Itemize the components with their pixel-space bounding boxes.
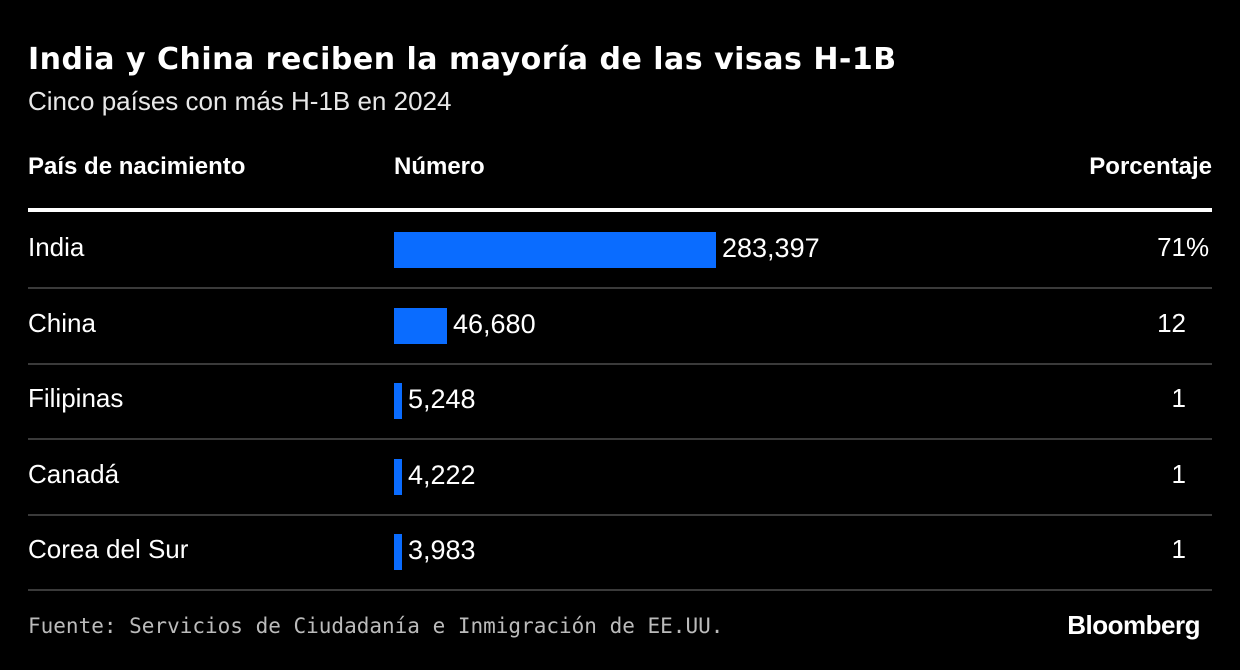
value-label: 4,222 xyxy=(408,459,476,490)
percent-suffix: % xyxy=(1186,232,1210,262)
chart-title: India y China reciben la mayoría de las … xyxy=(28,42,897,77)
bar xyxy=(394,383,402,419)
country-label: China xyxy=(28,307,96,338)
bar xyxy=(394,534,402,570)
table-row: Corea del Sur 3,983 1 xyxy=(28,514,1212,591)
percent-value: 1 xyxy=(1171,458,1186,489)
value-label: 5,248 xyxy=(408,384,476,414)
bar xyxy=(394,232,716,268)
table-row: China 46,680 12 xyxy=(28,288,1212,365)
percent-label: 1 xyxy=(1172,459,1212,490)
percent-value: 1 xyxy=(1171,534,1186,564)
table-row: Filipinas 5,248 1 xyxy=(28,363,1212,440)
value-label: 3,983 xyxy=(408,535,476,565)
percent-label: 1 xyxy=(1172,534,1212,565)
header-country: País de nacimiento xyxy=(28,153,246,180)
percent-label: 71% xyxy=(1157,232,1212,263)
bar xyxy=(394,458,402,495)
table-row: India 283,397 71% xyxy=(28,212,1212,289)
country-label: Canadá xyxy=(28,458,120,489)
bloomberg-logo: Bloomberg xyxy=(1067,610,1200,640)
header-percent: Porcentaje xyxy=(1089,153,1212,180)
chart-subtitle: Cinco países con más H-1B en 2024 xyxy=(28,86,452,116)
percent-value: 12 xyxy=(1157,307,1186,338)
percent-value: 1 xyxy=(1171,383,1186,413)
percent-value: 71 xyxy=(1157,232,1186,262)
country-label: Corea del Sur xyxy=(28,534,189,564)
percent-label: 12 xyxy=(1157,308,1212,339)
percent-label: 1 xyxy=(1172,383,1212,414)
table-row: Canadá 4,222 1 xyxy=(28,439,1212,516)
bar xyxy=(394,307,447,344)
country-label: Filipinas xyxy=(28,383,124,413)
country-label: India xyxy=(28,232,85,262)
value-label: 46,680 xyxy=(453,308,536,339)
header-number: Número xyxy=(394,153,485,180)
header-divider xyxy=(28,208,1212,212)
value-label: 283,397 xyxy=(722,233,820,263)
source-note: Fuente: Servicios de Ciudadanía e Inmigr… xyxy=(28,614,724,638)
